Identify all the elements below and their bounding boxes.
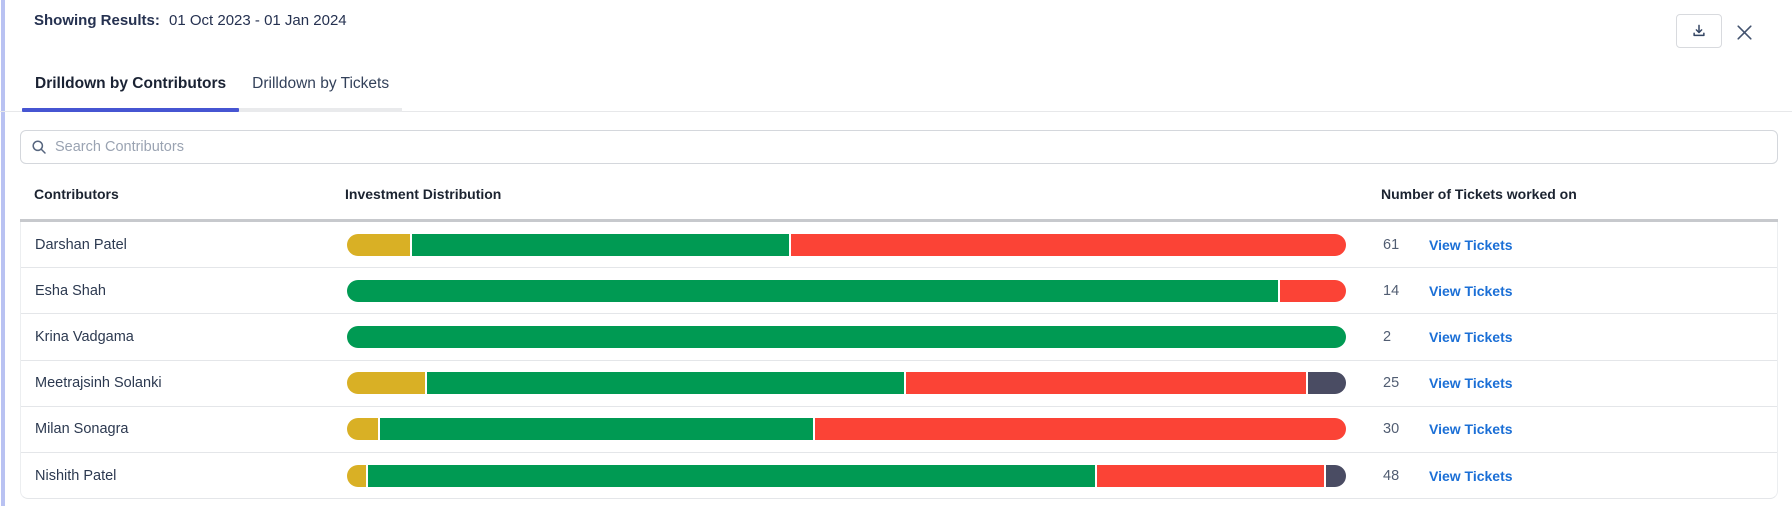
segment-yellow [347, 372, 426, 395]
view-tickets-link[interactable]: View Tickets [1429, 236, 1513, 253]
view-tickets-link[interactable]: View Tickets [1429, 328, 1513, 345]
investment-distribution-bar [347, 372, 1346, 395]
search-input[interactable] [47, 139, 1777, 155]
tickets-count: 48 [1383, 467, 1400, 484]
contributor-name: Krina Vadgama [35, 328, 134, 345]
segment-green [379, 418, 813, 441]
tab-bar-divider [0, 111, 1792, 112]
tab-drilldown-by-tickets[interactable]: Drilldown by Tickets [252, 75, 390, 92]
close-icon [1734, 22, 1755, 43]
showing-results-label: Showing Results: [34, 12, 160, 29]
segment-green [367, 464, 1095, 487]
column-header-investment-distribution: Investment Distribution [345, 186, 502, 202]
segment-yellow [347, 464, 366, 487]
panel-left-accent [1, 0, 5, 506]
investment-distribution-bar [347, 279, 1346, 302]
segment-yellow [347, 233, 410, 256]
investment-distribution-bar [347, 418, 1346, 441]
column-header-number-of-tickets: Number of Tickets worked on [1381, 186, 1577, 202]
segment-red [906, 372, 1307, 395]
contributor-name: Meetrajsinh Solanki [35, 375, 162, 392]
tickets-count: 25 [1383, 375, 1400, 392]
download-button[interactable] [1676, 14, 1722, 48]
tickets-count: 30 [1383, 421, 1400, 438]
segment-green [347, 325, 1346, 348]
segment-green [411, 233, 789, 256]
view-tickets-link[interactable]: View Tickets [1429, 375, 1513, 392]
segment-red [814, 418, 1346, 441]
tab-drilldown-by-contributors[interactable]: Drilldown by Contributors [22, 60, 240, 112]
segment-dark [1308, 372, 1346, 395]
table-row: Meetrajsinh Solanki 25 View Tickets [21, 361, 1777, 407]
tickets-count: 14 [1383, 282, 1400, 299]
table-row: Esha Shah 14 View Tickets [21, 268, 1777, 315]
contributor-name: Nishith Patel [35, 467, 117, 484]
close-button[interactable] [1729, 17, 1759, 47]
segment-green [347, 279, 1279, 302]
segment-red [1096, 464, 1325, 487]
table-body: Darshan Patel 61 View Tickets Esha Shah 14 Vi… [20, 222, 1778, 500]
search-icon [32, 140, 46, 154]
showing-results-text: Showing Results: 01 Oct 2023 - 01 Jan 20… [34, 12, 347, 29]
segment-red [1280, 279, 1346, 302]
contributor-name: Esha Shah [35, 282, 106, 299]
tab-bar: Drilldown by Contributors Drilldown by T… [22, 60, 403, 112]
investment-distribution-bar [347, 325, 1346, 348]
download-icon [1690, 22, 1708, 40]
table-row: Darshan Patel 61 View Tickets [21, 222, 1777, 269]
segment-red [790, 233, 1346, 256]
segment-dark [1326, 464, 1346, 487]
segment-yellow [347, 418, 378, 441]
investment-distribution-bar [347, 233, 1346, 256]
table-row: Krina Vadgama 2 View Tickets [21, 314, 1777, 361]
contributor-name: Darshan Patel [35, 236, 127, 253]
table-row: Milan Sonagra 30 View Tickets [21, 407, 1777, 453]
search-box [20, 130, 1778, 164]
tickets-count: 61 [1383, 236, 1400, 253]
tickets-count: 2 [1383, 328, 1392, 345]
table-header-divider [20, 219, 1778, 222]
view-tickets-link[interactable]: View Tickets [1429, 282, 1513, 299]
view-tickets-link[interactable]: View Tickets [1429, 467, 1513, 484]
segment-green [427, 372, 905, 395]
view-tickets-link[interactable]: View Tickets [1429, 421, 1513, 438]
date-range: 01 Oct 2023 - 01 Jan 2024 [169, 12, 347, 29]
contributor-name: Milan Sonagra [35, 421, 129, 438]
column-header-contributors: Contributors [34, 186, 119, 202]
investment-distribution-bar [347, 464, 1346, 487]
table-row: Nishith Patel 48 View Tickets [21, 453, 1777, 498]
